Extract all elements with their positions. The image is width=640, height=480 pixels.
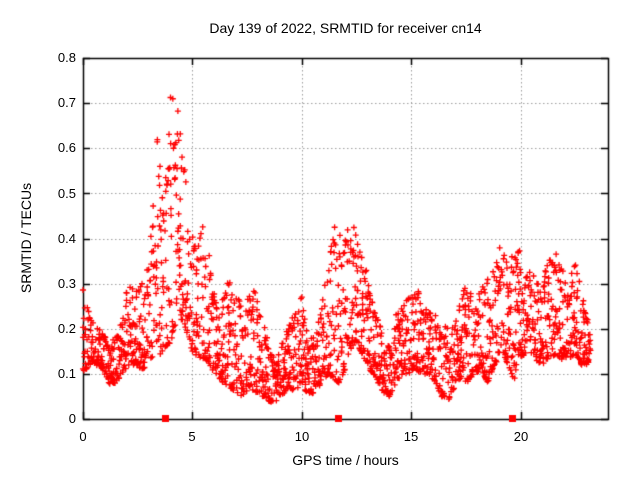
x-axis-label: GPS time / hours <box>292 452 399 468</box>
y-tick-label: 0.2 <box>57 321 76 336</box>
y-axis-label: SRMTID / TECUs <box>18 182 34 294</box>
y-tick-label: 0.7 <box>57 95 76 110</box>
y-tick-label: 0.1 <box>57 366 76 381</box>
x-tick-label: 20 <box>513 429 529 444</box>
x-tick-label: 10 <box>294 429 310 444</box>
x-tick-label: 0 <box>79 429 87 444</box>
y-tick-label: 0.4 <box>57 231 76 246</box>
y-tick-label: 0.5 <box>57 186 76 201</box>
y-tick-label: 0 <box>68 411 76 426</box>
x-tick-label: 15 <box>403 429 419 444</box>
y-tick-label: 0.8 <box>57 50 76 65</box>
chart-title: Day 139 of 2022, SRMTID for receiver cn1… <box>209 20 482 36</box>
y-tick-label: 0.6 <box>57 140 76 155</box>
y-tick-label: 0.3 <box>57 276 76 291</box>
x-tick-label: 5 <box>188 429 196 444</box>
